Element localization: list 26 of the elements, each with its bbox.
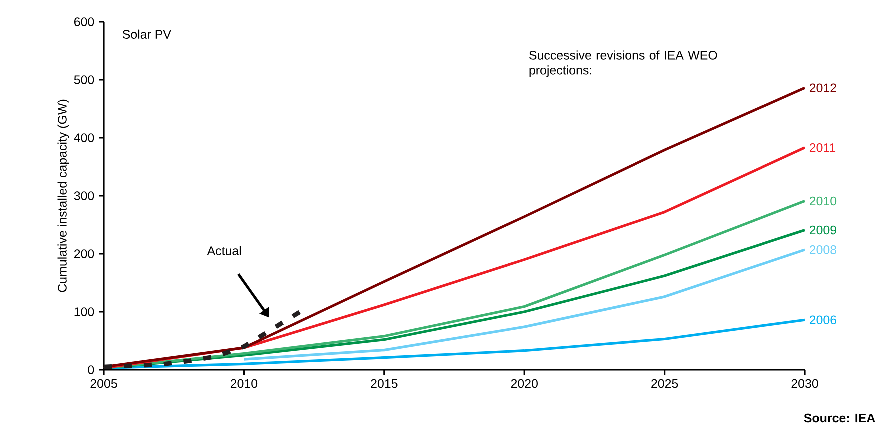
y-tick-label: 200 (74, 250, 94, 258)
x-tick-label: 2020 (511, 379, 538, 388)
x-tick-label: 2030 (792, 379, 818, 388)
text: Actual (207, 246, 242, 256)
series-label: 2008 (810, 246, 837, 254)
x-tick-label: 2025 (652, 379, 678, 388)
source-note: Source: IEA (804, 414, 876, 423)
y-tick-label: 100 (74, 308, 94, 316)
series-label: 2006 (810, 316, 837, 325)
annotation: Successive revisions of IEA WEO projections: (530, 50, 718, 78)
series-label: 2009 (810, 226, 836, 235)
series-label: 2011 (810, 143, 836, 152)
y-axis-title: Cumulative installed capacity (GW) (58, 100, 70, 292)
line-series (242, 248, 806, 361)
x-tick-label: 2015 (371, 379, 398, 388)
y-tick-label: 0 (88, 366, 94, 374)
chart-title: Solar PV (122, 30, 172, 39)
line-series (102, 310, 303, 370)
series-label: 2010 (810, 196, 837, 206)
y-tick-label: 500 (74, 76, 94, 84)
y-tick-label: 600 (74, 18, 94, 26)
y-tick-label: 300 (74, 192, 94, 200)
x-tick-label: 2005 (90, 379, 118, 388)
series-label: 2012 (810, 84, 836, 93)
y-tick-label: 400 (74, 134, 94, 142)
x-tick-label: 2010 (230, 379, 258, 388)
